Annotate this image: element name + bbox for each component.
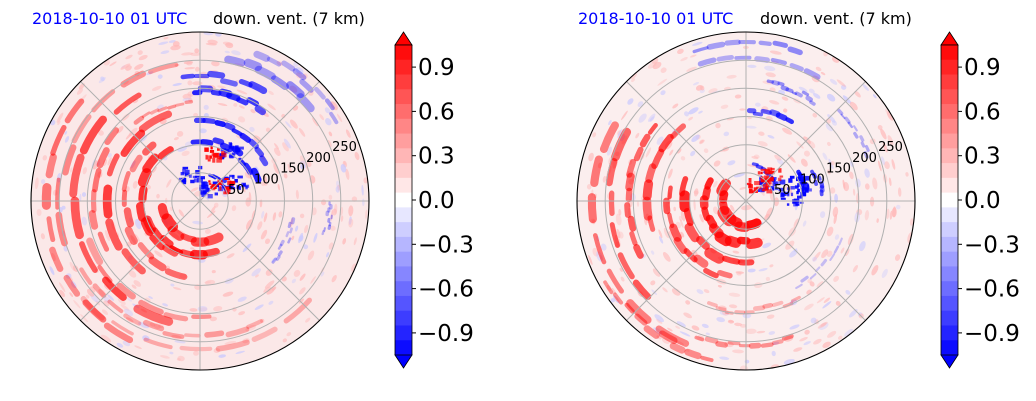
radial-tick-label: 150 — [280, 162, 305, 177]
radial-tick-label: 150 — [826, 162, 851, 177]
title-date-right: 2018-10-10 01 UTC — [578, 9, 734, 28]
colorbar-extend-top — [940, 31, 959, 46]
radial-tick-label: 100 — [800, 172, 825, 187]
colorbar-tick-label: 0.0 — [964, 188, 1001, 214]
radial-tick-label: 50 — [774, 183, 791, 198]
colorbar-tick-label: −0.3 — [964, 232, 1020, 258]
radial-tick-label: 100 — [254, 172, 279, 187]
title-date-left: 2018-10-10 01 UTC — [32, 9, 188, 28]
colorbar-tick-label: 0.3 — [964, 144, 1001, 170]
radial-tick-label: 200 — [306, 151, 331, 166]
title-variable-right: down. vent. (7 km) — [760, 9, 912, 28]
grid-spoke — [626, 81, 866, 321]
colorbar-tick-label: 0.6 — [964, 99, 1001, 125]
colorbar-tick-label: −0.9 — [418, 321, 474, 347]
colorbar-tick-label: 0.3 — [418, 144, 455, 170]
grid-spoke — [80, 81, 320, 321]
colorbar: 0.9 0.6 0.3 0.0 −0.3 −0.6 −0.9 — [940, 31, 1020, 369]
plot-boundary — [576, 31, 916, 371]
polar-grid — [31, 32, 369, 370]
polar-panel-left: 50 100 150 200 250 0.9 0.6 0.3 0.0 −0.3 −0.6 −0.9 2… — [30, 9, 474, 371]
colorbar-tick-label: 0.9 — [964, 55, 1001, 81]
colorbar-tick-label: 0.6 — [418, 99, 455, 125]
radial-tick-label: 250 — [878, 140, 903, 155]
radial-tick-label: 250 — [332, 140, 357, 155]
plot-boundary — [30, 31, 370, 371]
colorbar-extend-bottom — [940, 354, 959, 369]
colorbar-tick-label: 0.9 — [418, 55, 455, 81]
radial-tick-label: 200 — [852, 151, 877, 166]
title-variable-left: down. vent. (7 km) — [213, 9, 365, 28]
colorbar: 0.9 0.6 0.3 0.0 −0.3 −0.6 −0.9 — [394, 31, 474, 369]
colorbar-extend-top — [394, 31, 413, 46]
polar-panel-right: 50 100 150 200 250 0.9 0.6 0.3 0.0 −0.3 −0.6 −0.9 2… — [546, 0, 1036, 401]
colorbar-tick-label: −0.3 — [418, 232, 474, 258]
radial-tick-label: 50 — [228, 183, 245, 198]
colorbar-tick-label: −0.9 — [964, 321, 1020, 347]
polar-grid — [577, 32, 915, 370]
colorbar-extend-bottom — [394, 354, 413, 369]
colorbar-tick-label: −0.6 — [964, 277, 1020, 303]
colorbar-tick-label: −0.6 — [418, 277, 474, 303]
colorbar-tick-label: 0.0 — [418, 188, 455, 214]
